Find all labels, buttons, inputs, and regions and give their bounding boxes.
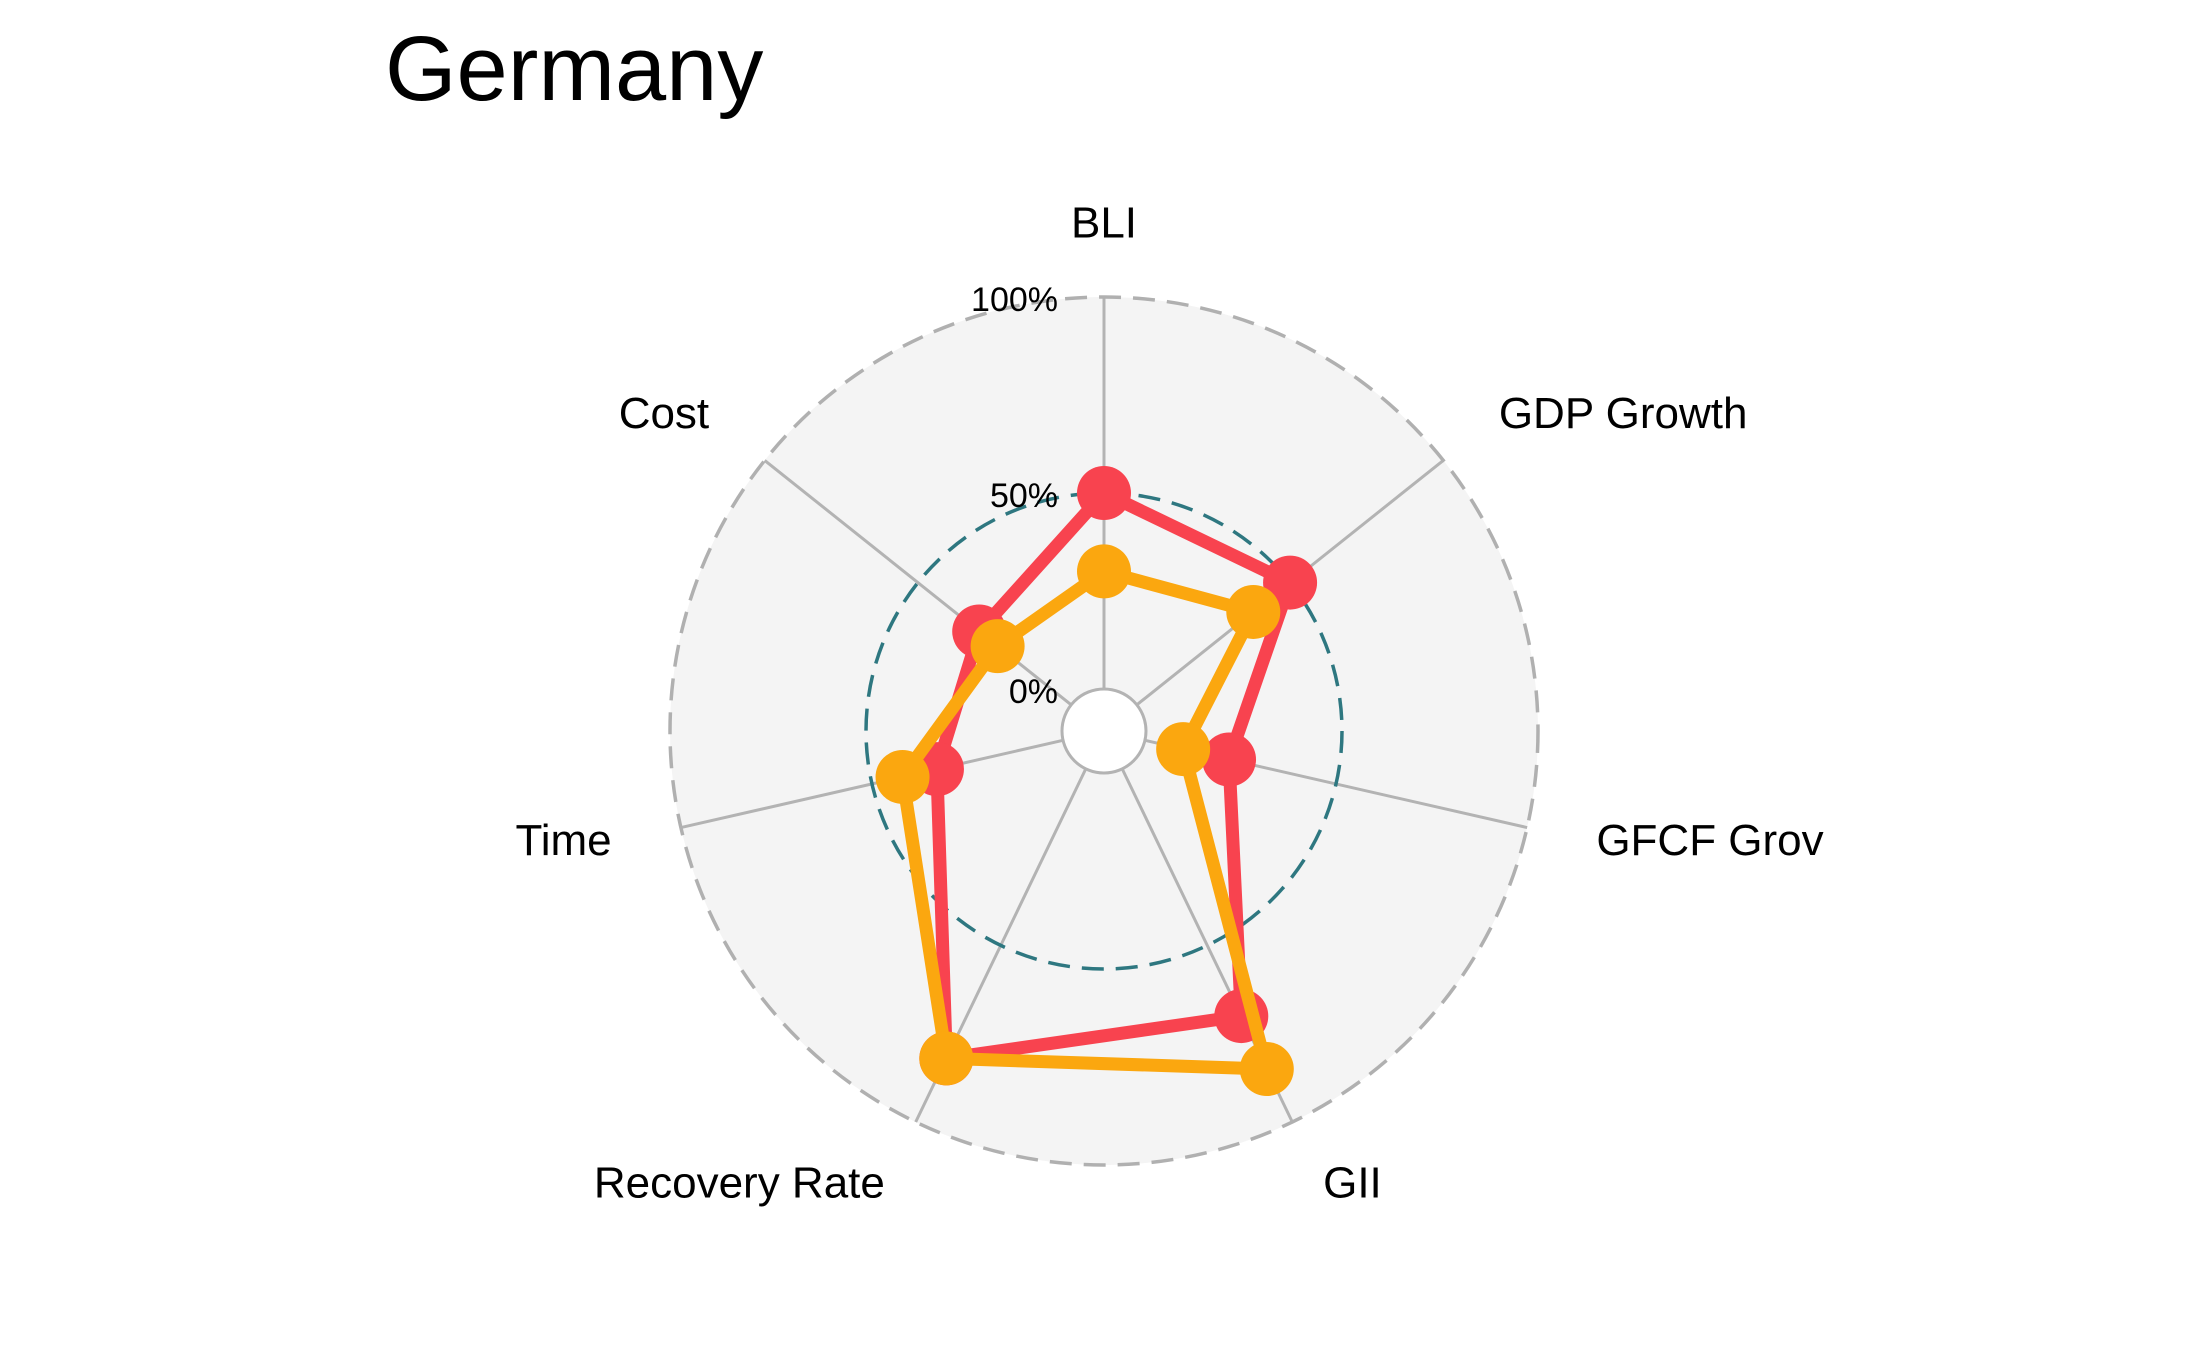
- axis-label: BLI: [1071, 199, 1137, 248]
- data-point: [1077, 544, 1131, 599]
- grid-labels: 0% 50% 100%: [971, 281, 1058, 711]
- plot-background: [670, 297, 1538, 1165]
- grid-circle-min: [1060, 687, 1148, 775]
- data-point: [1226, 584, 1281, 639]
- axis-label: Time: [516, 816, 612, 865]
- data-point: [1263, 555, 1318, 610]
- grid-label: 0%: [1009, 673, 1058, 711]
- series-layer: [875, 466, 1318, 1097]
- data-point: [875, 749, 930, 804]
- grid-circle-mid: [864, 491, 1344, 971]
- data-point: [1202, 732, 1257, 787]
- grid-circle-max: [668, 295, 1540, 1167]
- data-point: [970, 619, 1025, 674]
- data-point: [919, 1031, 974, 1086]
- chart-title: Germany: [385, 18, 763, 120]
- axis-label: GFCF Grov: [1596, 816, 1823, 865]
- axis-label: Recovery Rate: [594, 1159, 885, 1208]
- data-point: [1077, 466, 1131, 520]
- axis-labels: BLI GDP Growth GFCF Grov GII Recovery Rate Ti…: [516, 199, 1824, 1208]
- axis-label: GDP Growth: [1499, 389, 1748, 438]
- data-point: [1239, 1042, 1294, 1097]
- axis-label: Cost: [619, 389, 709, 438]
- data-point: [1156, 722, 1211, 777]
- axis-spoke: [763, 459, 1073, 706]
- grid-label: 50%: [990, 477, 1058, 515]
- axis-label: GII: [1323, 1159, 1382, 1208]
- grid-label: 100%: [971, 281, 1058, 319]
